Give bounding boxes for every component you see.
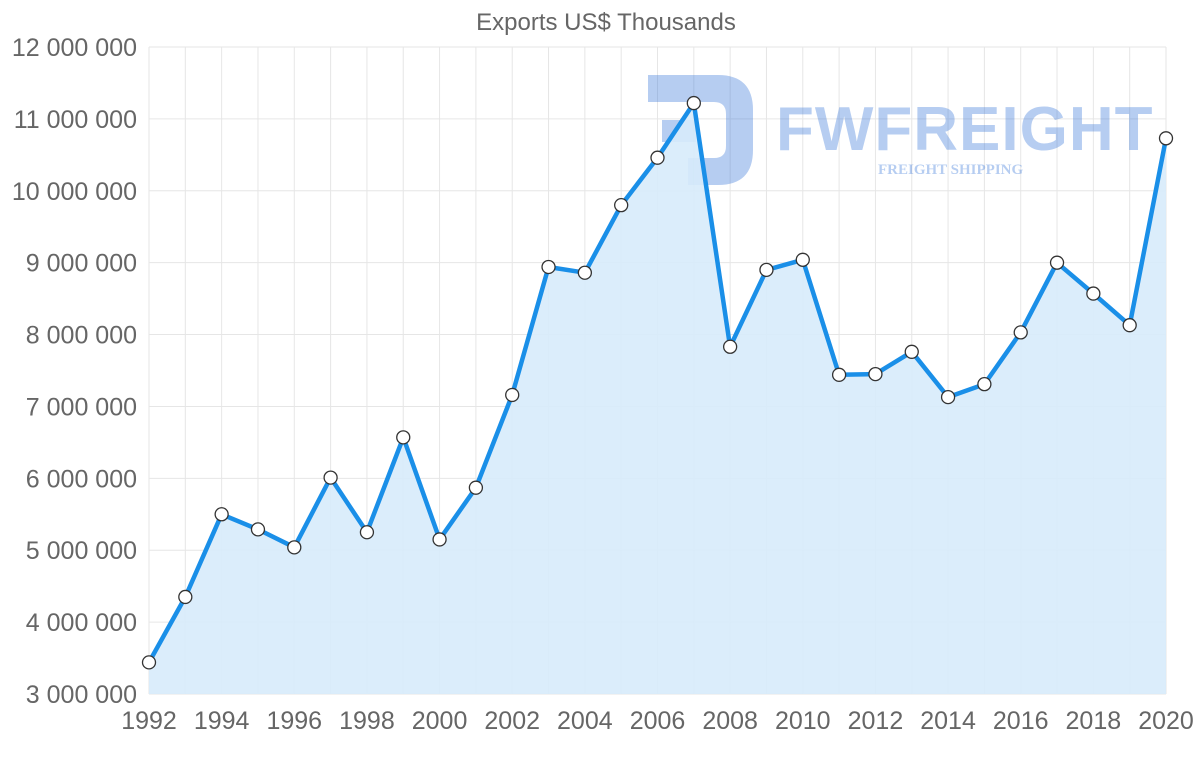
- data-point-2019[interactable]: [1122, 318, 1137, 333]
- y-tick-label: 5 000 000: [26, 537, 137, 565]
- y-tick-label: 4 000 000: [26, 609, 137, 637]
- data-point-2014[interactable]: [940, 389, 956, 405]
- data-point-2003[interactable]: [541, 259, 556, 275]
- data-point-2017[interactable]: [1049, 255, 1065, 270]
- data-point-2001[interactable]: [468, 480, 484, 495]
- data-point-2020[interactable]: [1158, 131, 1174, 146]
- x-tick-label: 2012: [848, 707, 904, 735]
- data-point-2018[interactable]: [1086, 286, 1101, 301]
- x-tick-label: 1996: [266, 707, 322, 735]
- x-tick-label: 2000: [412, 707, 468, 735]
- data-point-1994[interactable]: [214, 507, 229, 522]
- data-point-2016[interactable]: [1013, 325, 1028, 340]
- data-point-2009[interactable]: [759, 262, 774, 278]
- y-tick-label: 7 000 000: [26, 393, 137, 421]
- y-tick-label: 6 000 000: [26, 465, 137, 493]
- x-tick-label: 1992: [121, 707, 177, 735]
- data-point-2010[interactable]: [795, 252, 810, 267]
- watermark-logo-shape: [648, 75, 753, 185]
- data-point-2000[interactable]: [432, 532, 447, 547]
- y-tick-label: 11 000 000: [14, 106, 137, 134]
- x-tick-label: 2008: [702, 707, 758, 735]
- x-tick-label: 2020: [1138, 707, 1194, 735]
- data-point-2015[interactable]: [977, 377, 992, 392]
- x-tick-label: 1998: [339, 707, 395, 735]
- data-point-1992[interactable]: [141, 655, 157, 670]
- y-tick-label: 3 000 000: [26, 681, 137, 709]
- x-tick-label: 2010: [775, 707, 831, 735]
- data-point-2004[interactable]: [577, 265, 593, 280]
- data-point-1998[interactable]: [359, 525, 375, 540]
- area-fill-layer: [149, 103, 1166, 695]
- data-point-2006[interactable]: [650, 150, 665, 165]
- data-point-2012[interactable]: [868, 366, 883, 382]
- data-point-1999[interactable]: [396, 430, 411, 445]
- data-point-2007[interactable]: [686, 95, 701, 111]
- watermark-subtext: FREIGHT SHIPPING: [878, 162, 1023, 178]
- data-point-2008[interactable]: [722, 339, 738, 354]
- y-tick-label: 12 000 000: [12, 34, 137, 62]
- data-point-1996[interactable]: [287, 540, 302, 555]
- watermark-text: FWFREIGHT: [776, 95, 1154, 164]
- x-axis-ticks: 1992 1994 1996 1998 2000 2002 2004 2006 2008 2010…: [121, 707, 1194, 735]
- x-tick-label: 2016: [993, 707, 1049, 735]
- y-axis-ticks: 3 000 000 4 000 000 5 000 000 6 000 000 7 00…: [12, 34, 137, 709]
- data-point-1995[interactable]: [250, 522, 266, 537]
- data-points: [141, 95, 1174, 670]
- y-tick-label: 10 000 000: [12, 178, 137, 206]
- watermark: FWFREIGHT FREIGHT SHIPPING: [648, 75, 1154, 185]
- data-point-2013[interactable]: [904, 344, 919, 359]
- data-point-2002[interactable]: [505, 387, 520, 403]
- data-point-2011[interactable]: [831, 367, 847, 382]
- data-point-1997[interactable]: [323, 470, 338, 485]
- y-tick-label: 8 000 000: [26, 322, 137, 350]
- data-point-1993[interactable]: [178, 589, 193, 605]
- x-tick-label: 1994: [194, 707, 250, 735]
- chart-title: Exports US$ Thousands: [476, 9, 736, 36]
- y-tick-label: 9 000 000: [26, 250, 137, 278]
- data-point-2005[interactable]: [614, 198, 629, 213]
- x-tick-label: 2006: [630, 707, 686, 735]
- x-tick-label: 2014: [920, 707, 976, 735]
- series-area-fill: [149, 103, 1166, 695]
- x-tick-label: 2004: [557, 707, 613, 735]
- x-tick-label: 2018: [1066, 707, 1122, 735]
- x-tick-label: 2002: [484, 707, 540, 735]
